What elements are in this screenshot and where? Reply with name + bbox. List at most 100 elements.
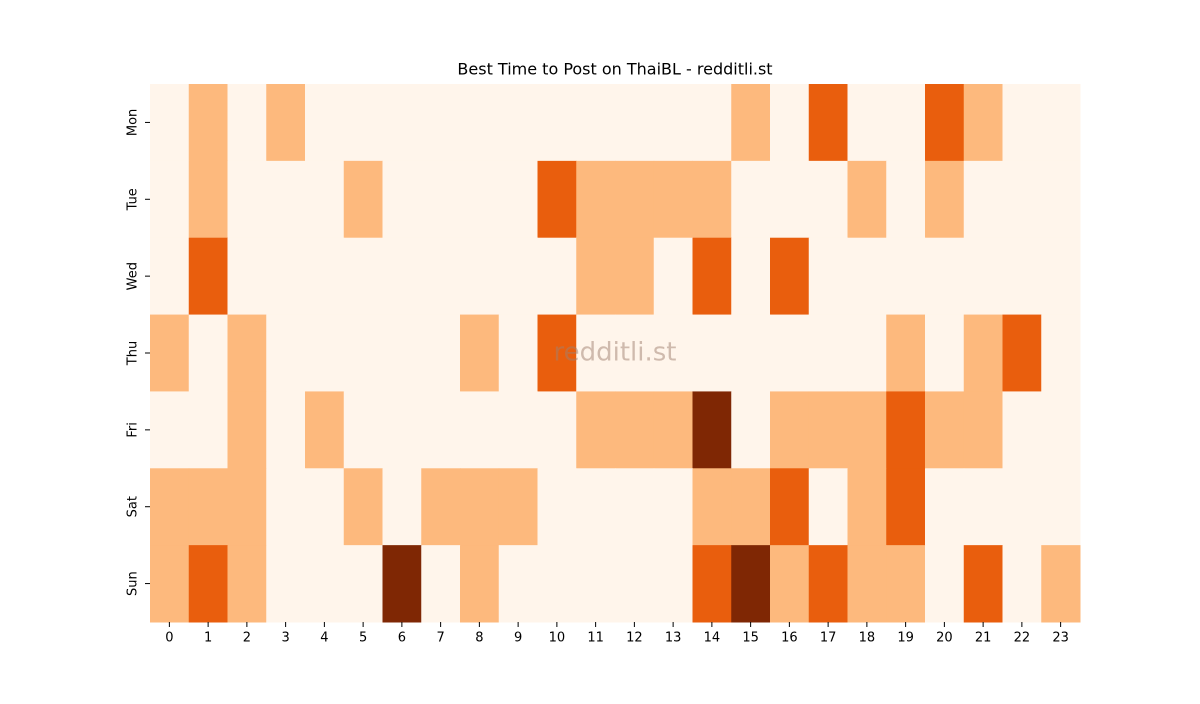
heatmap-cell	[498, 84, 538, 162]
heatmap-cell	[847, 160, 887, 239]
heatmap-cell	[1002, 160, 1042, 239]
heatmap-cell	[227, 391, 267, 469]
heatmap-cell	[421, 314, 461, 392]
heatmap-cell	[498, 160, 538, 239]
heatmap-cell	[886, 237, 926, 316]
heatmap-cell	[537, 468, 577, 546]
heatmap-cell	[382, 237, 422, 316]
heatmap-cell	[305, 391, 345, 469]
heatmap-cell	[925, 237, 965, 316]
x-tick-label: 1	[204, 631, 212, 646]
heatmap-cell	[692, 468, 732, 546]
heatmap-cell	[886, 160, 926, 239]
heatmap-cell	[576, 545, 616, 623]
heatmap-cell	[421, 468, 461, 546]
heatmap-cell	[886, 391, 926, 469]
heatmap-cell	[692, 545, 732, 623]
heatmap-cell	[188, 237, 228, 316]
heatmap-cell	[925, 468, 965, 546]
heatmap-cell	[963, 468, 1003, 546]
heatmap-cell	[343, 84, 383, 162]
heatmap-cell	[847, 468, 887, 546]
heatmap-cell	[808, 84, 848, 162]
heatmap-cell	[266, 391, 306, 469]
heatmap-cell	[1041, 391, 1081, 469]
heatmap-cell	[615, 391, 655, 469]
x-tick-label: 16	[781, 631, 798, 646]
x-tick-label: 10	[549, 631, 566, 646]
heatmap-cell	[460, 84, 500, 162]
x-tick-label: 13	[665, 631, 682, 646]
heatmap-cell	[227, 545, 267, 623]
heatmap-cell	[150, 545, 190, 623]
heatmap-cell	[305, 160, 345, 239]
heatmap-cell	[1041, 314, 1081, 392]
heatmap-cell	[188, 468, 228, 546]
heatmap-cell	[886, 545, 926, 623]
heatmap-cell	[731, 84, 771, 162]
heatmap-cell	[150, 160, 190, 239]
heatmap-cell	[150, 84, 190, 162]
heatmap-cell	[382, 314, 422, 392]
x-tick-label: 11	[587, 631, 604, 646]
heatmap-cell	[537, 84, 577, 162]
x-tick-label: 5	[359, 631, 367, 646]
heatmap-cell	[808, 314, 848, 392]
heatmap-cell	[847, 545, 887, 623]
heatmap-cell	[692, 84, 732, 162]
x-tick-label: 2	[243, 631, 251, 646]
heatmap-cell	[188, 314, 228, 392]
x-tick-label: 19	[897, 631, 914, 646]
heatmap-cell	[653, 468, 693, 546]
heatmap-cell	[925, 545, 965, 623]
y-tick-label: Thu	[126, 341, 141, 366]
heatmap-cell	[343, 237, 383, 316]
heatmap-cell	[731, 160, 771, 239]
heatmap-cell	[770, 160, 810, 239]
heatmap-cell	[692, 314, 732, 392]
heatmap-cell	[460, 160, 500, 239]
heatmap-cell	[1041, 160, 1081, 239]
heatmap-cell	[266, 314, 306, 392]
heatmap-cell	[1002, 468, 1042, 546]
heatmap-cell	[653, 545, 693, 623]
heatmap-cell	[886, 314, 926, 392]
heatmap-cell	[731, 468, 771, 546]
heatmap-cell	[653, 84, 693, 162]
heatmap-cell	[150, 237, 190, 316]
x-tick-label: 21	[975, 631, 992, 646]
x-tick-label: 9	[514, 631, 522, 646]
heatmap-cell	[150, 391, 190, 469]
heatmap-cell	[653, 314, 693, 392]
heatmap-cell	[343, 160, 383, 239]
x-tick-label: 15	[742, 631, 759, 646]
heatmap-cell	[1041, 84, 1081, 162]
heatmap-cell	[150, 314, 190, 392]
heatmap-cell	[1002, 84, 1042, 162]
heatmap-cell	[266, 545, 306, 623]
y-tick-label: Tue	[126, 188, 141, 211]
x-tick-label: 22	[1014, 631, 1031, 646]
heatmap-cell	[615, 545, 655, 623]
heatmap-cell	[498, 468, 538, 546]
heatmap-cell	[227, 237, 267, 316]
heatmap-cell	[576, 160, 616, 239]
heatmap-cell	[343, 391, 383, 469]
heatmap-cell	[460, 314, 500, 392]
heatmap-cell	[731, 314, 771, 392]
x-tick-label: 0	[165, 631, 173, 646]
y-tick-label: Sat	[126, 496, 141, 517]
heatmap-cell	[227, 468, 267, 546]
heatmap-cell	[188, 391, 228, 469]
heatmap-cell	[576, 237, 616, 316]
heatmap-cell	[537, 545, 577, 623]
heatmap-cell	[615, 468, 655, 546]
heatmap-cell	[653, 237, 693, 316]
heatmap-cell	[1002, 545, 1042, 623]
heatmap-cell	[305, 237, 345, 316]
heatmap-cell	[537, 160, 577, 239]
x-tick-label: 12	[626, 631, 643, 646]
watermark: redditli.st	[554, 338, 677, 368]
heatmap-cell	[460, 468, 500, 546]
heatmap-cell	[963, 237, 1003, 316]
